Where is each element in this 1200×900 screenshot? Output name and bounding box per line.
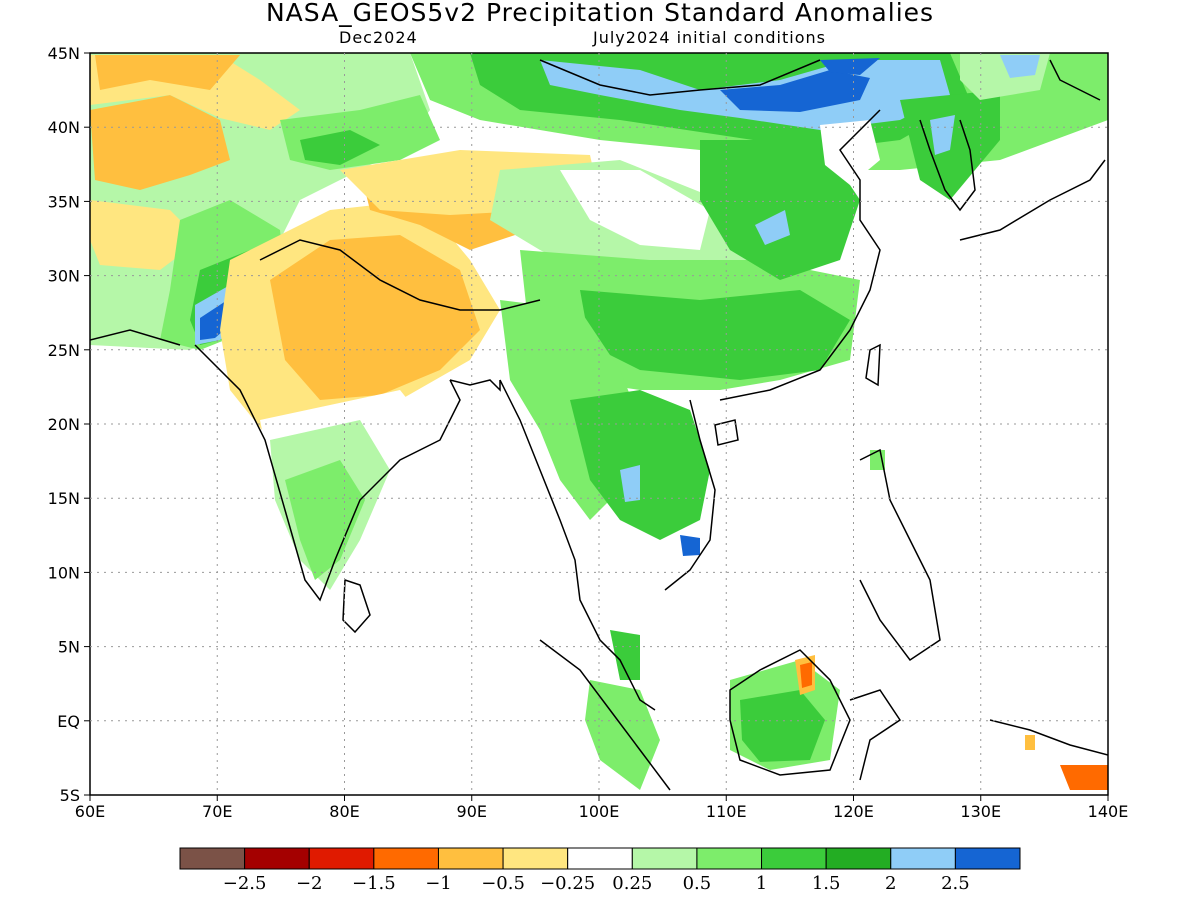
tick-label-lon: 110E [706, 802, 747, 821]
anomaly-region-eastchina-darkgreen [700, 140, 860, 280]
tick-label-lon: 100E [579, 802, 620, 821]
colorbar-swatch [890, 847, 956, 870]
hainan-coastline [714, 419, 739, 446]
anomaly-region-caspian-orange [95, 55, 240, 90]
anomaly-region-arabia-lightorange [90, 200, 200, 270]
colorbar-label: −0.5 [481, 873, 525, 894]
sulawesi-coastline [849, 689, 902, 781]
initial-conditions-label: July2024 initial conditions [593, 28, 826, 47]
colorbar-label: 1 [756, 873, 767, 894]
forecast-month: Dec2024 [339, 28, 418, 47]
colorbar-swatch [567, 847, 633, 870]
taiwan-coastline [865, 343, 881, 387]
colorbar-label: 2 [885, 873, 896, 894]
axis-ticks: 60E 70E 80E 90E 100E 110E 120E 130E 140E 45N 40N 35… [48, 44, 1129, 821]
colorbar-swatch [244, 847, 310, 870]
korea-coastline [919, 119, 976, 212]
colorbar-label: 0.25 [612, 873, 652, 894]
colorbar-swatch [373, 847, 439, 870]
anomaly-region-southindia-mid [285, 460, 365, 580]
japan-coastline [959, 59, 1106, 241]
anomaly-region-malaya-green [610, 630, 640, 680]
tick-label-lat: 15N [48, 489, 80, 508]
tick-label-lat: 40N [48, 118, 80, 137]
tick-label-lat: EQ [57, 712, 80, 731]
colorbar-label: −2 [296, 873, 323, 894]
tick-label-lon: 130E [960, 802, 1001, 821]
colorbar-label: −1 [425, 873, 452, 894]
tick-label-lat: 5S [60, 786, 80, 805]
tick-label-lon: 120E [833, 802, 874, 821]
colorbar-label: −0.25 [540, 873, 595, 894]
anomaly-region-borneo-darkgreen [740, 690, 825, 762]
anomaly-region-kazakh-darkgreen [300, 130, 380, 165]
colorbar-swatch [954, 847, 1021, 870]
anomaly-region-japan-lightblue [1000, 55, 1040, 78]
persian-coastline [90, 329, 181, 346]
colorbar-label: 0.5 [683, 873, 712, 894]
anomaly-region-mongolia-blue [720, 70, 870, 112]
tick-label-lat: 5N [58, 638, 80, 657]
anomaly-region-eastchina-lightblue [755, 210, 790, 245]
himalaya-border [259, 239, 541, 311]
coastlines [90, 59, 1108, 791]
tick-label-lon: 70E [202, 802, 232, 821]
graticule [90, 53, 1108, 795]
anomaly-region-china-white [560, 170, 710, 250]
china-mongolia-border [539, 59, 821, 96]
anomaly-region-newguinea-lightorange [1025, 735, 1035, 750]
anomaly-region-india-orange [270, 235, 480, 400]
colorbar-label: −1.5 [352, 873, 396, 894]
tick-label-lat: 20N [48, 415, 80, 434]
tick-label-lat: 10N [48, 563, 80, 582]
tick-label-lon: 90E [457, 802, 487, 821]
anomaly-region-sumatra-green [585, 680, 660, 790]
tick-label-lat: 30N [48, 267, 80, 286]
colorbar-swatch [179, 847, 246, 870]
anomaly-region-newguinea-orange [1060, 765, 1108, 790]
tick-label-lat: 35N [48, 192, 80, 211]
borneo-coastline [729, 649, 851, 776]
tick-label-lat: 45N [48, 44, 80, 63]
bay-of-bengal-delta [449, 379, 501, 392]
philippines-coastline [859, 448, 941, 662]
vietnam-coastline [664, 399, 716, 591]
anomaly-region-indochina-lightblue [620, 465, 640, 502]
colorbar-label: 2.5 [941, 873, 970, 894]
colorbar-swatch [437, 847, 504, 870]
anomaly-region-iran-orange [90, 95, 230, 190]
colorbar-swatch [308, 847, 375, 870]
china-coastline [719, 109, 881, 401]
india-coastline [194, 344, 461, 602]
colorbar-label: −2.5 [223, 873, 267, 894]
anomaly-region-manchuria-blue [820, 58, 880, 75]
colorbar-swatch [502, 847, 569, 870]
srilanka-coastline [342, 578, 371, 634]
newguinea-coastline [989, 719, 1108, 756]
colorbar-swatch [761, 847, 827, 870]
colorbar-swatch [825, 847, 892, 870]
tick-label-lon: 140E [1088, 802, 1129, 821]
tick-label-lon: 60E [75, 802, 105, 821]
anomaly-region-borneo-darkorange [800, 662, 812, 688]
colorbar-label: 1.5 [812, 873, 841, 894]
anomaly-field [90, 53, 1108, 790]
colorbar-swatch [696, 847, 763, 870]
tick-label-lon: 80E [329, 802, 359, 821]
sumatra-coastline [539, 639, 671, 791]
anomaly-region-southchina-darkgreen [580, 290, 850, 380]
indochina-coastline [499, 379, 656, 711]
map-title: NASA_GEOS5v2 Precipitation Standard Anom… [265, 0, 935, 27]
anomaly-region-korea-lightblue [930, 115, 955, 155]
tick-label-lat: 25N [48, 341, 80, 360]
colorbar-swatch [631, 847, 698, 870]
anomaly-region-cambodia-blue [680, 535, 700, 556]
colorbar: −2.5 −2 −1.5 −1 −0.5 −0.25 0.25 0.5 1 1.5 2 2.5 [179, 847, 1021, 894]
anomaly-region-bohai-white [820, 120, 880, 185]
